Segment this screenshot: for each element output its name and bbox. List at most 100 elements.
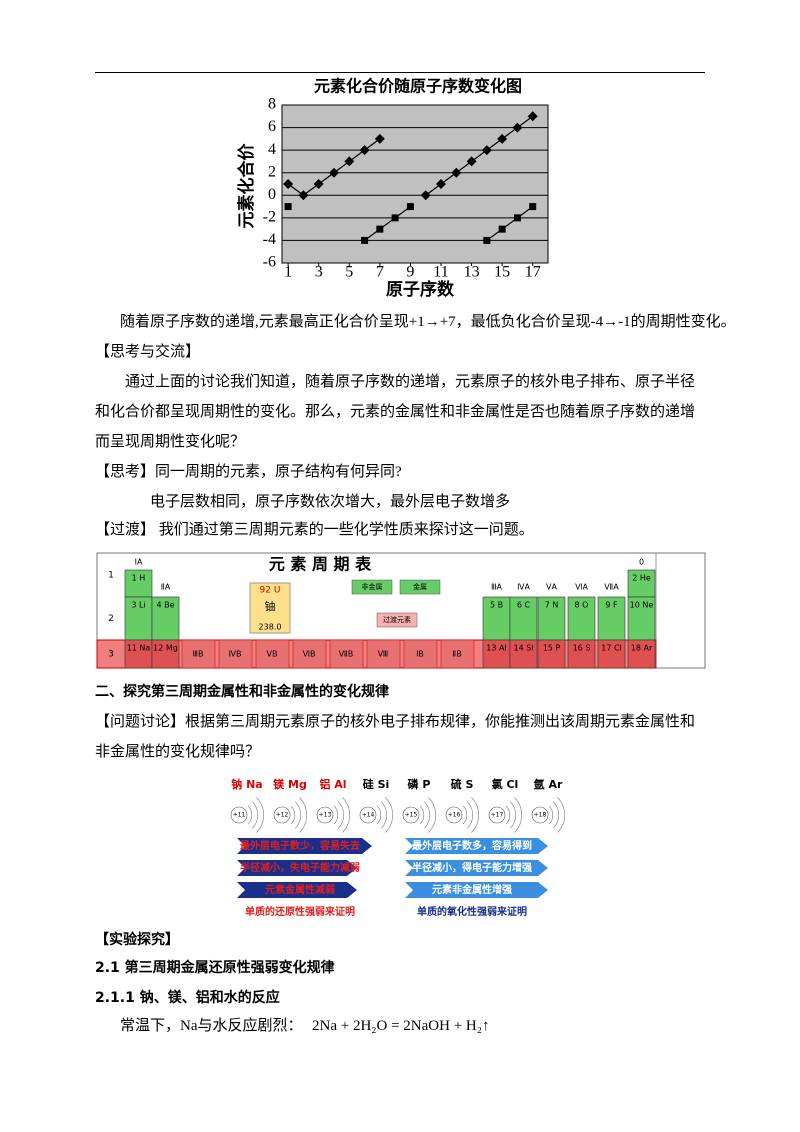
table-title: 元 素 周 期 表 [269, 555, 372, 574]
shell-arc [290, 805, 296, 825]
element-label: 4 Be [156, 601, 174, 610]
shell-arc [557, 797, 565, 833]
element-label: 1 H [132, 574, 146, 583]
trend-arrow [405, 838, 548, 854]
nucleus [316, 806, 334, 824]
element-cell [124, 569, 153, 598]
element-cell [482, 639, 511, 669]
legend-label: 过渡元素 [383, 615, 411, 624]
y-tick-label: 0 [268, 186, 276, 203]
element-label: 9 F [605, 601, 618, 610]
periodic-table: 元 素 周 期 表 1 2 3 1 H 2 He 3 Li 4 Be 5 B 6 C 7 N 8 O 9… [96, 552, 706, 669]
transition-cell [366, 639, 401, 669]
y-tick-label: 8 [268, 96, 276, 113]
shell-arc [252, 801, 258, 829]
nucleus-label: +17 [491, 812, 504, 819]
nucleus [230, 806, 248, 824]
period-number: 2 [108, 614, 114, 624]
marker [391, 214, 399, 222]
element-label: 7 N [545, 601, 559, 610]
marker [374, 133, 385, 144]
shell-arc [462, 805, 468, 825]
element-label: 2 He [632, 574, 651, 583]
legend-label: 非金属 [362, 582, 383, 591]
key-mass: 238.0 [259, 623, 282, 632]
nucleus [445, 806, 463, 824]
transition-group-label: ⅣB [229, 650, 242, 659]
shell-arc [381, 801, 387, 829]
element-cell [509, 596, 538, 641]
marker [529, 203, 537, 211]
paragraph: 【过渡】 我们通过第三周期元素的一些化学性质来探讨这一问题。 [95, 522, 534, 538]
heading: 2.1 第三周期金属还原性强弱变化规律 [95, 960, 335, 976]
transition-cell [403, 639, 438, 669]
x-tick-label: 5 [345, 264, 353, 281]
top-rule [95, 72, 705, 73]
group-label: ⅢA [491, 583, 503, 592]
transition-cell [440, 639, 475, 669]
shell-arc [295, 801, 301, 829]
x-tick-label: 13 [464, 264, 480, 281]
element-label: 15 P [543, 644, 561, 653]
trend-arrow [237, 838, 372, 854]
shell-arc [424, 801, 430, 829]
element-label: 氯 Cl [492, 777, 519, 791]
atom-diagram: 钠 Na +11 镁 Mg +12 铝 Al +13 硅 Si +14 磷 P +15 硫 S +16… [230, 777, 565, 918]
element-label: 10 Ne [630, 601, 654, 610]
period-number: 3 [108, 650, 114, 660]
shell-arc [338, 801, 344, 829]
element-label: 17 Cl [601, 644, 622, 653]
nucleus-label: +12 [276, 812, 289, 819]
trend-text: 单质的氧化性强弱来证明 [417, 905, 527, 918]
paragraph: 通过上面的讨论我们知道，随着原子序数的递增，元素原子的核外电子排布、原子半径和化… [95, 374, 696, 450]
element-label: 12 Mg [153, 644, 178, 653]
element-cell [537, 639, 566, 669]
group-label: ⅣA [517, 583, 530, 592]
element-cell [597, 596, 626, 641]
trend-text: 半径减小，失电子能力减弱 [240, 861, 360, 874]
nucleus-label: +15 [405, 812, 418, 819]
nucleus-label: +16 [448, 812, 461, 819]
element-label: 11 Na [127, 644, 151, 653]
y-tick-label: -6 [263, 254, 276, 271]
transition-cell [329, 639, 364, 669]
element-cell [567, 639, 596, 669]
heading: 【思考与交流】 [95, 344, 201, 360]
nucleus-label: +18 [534, 812, 547, 819]
trend-text: 元素金属性减弱 [265, 883, 335, 896]
marker [361, 236, 369, 244]
x-tick-label: 7 [376, 264, 384, 281]
shell-arc [510, 801, 516, 829]
marker [435, 179, 446, 189]
legend-label: 金属 [413, 582, 427, 591]
marker [451, 167, 462, 178]
x-tick-label: 1 [284, 264, 292, 281]
heading: 2.1.1 钠、镁、铝和水的反应 [95, 990, 280, 1006]
transition-cell [292, 639, 327, 669]
transition-cell [181, 639, 216, 669]
element-label: 镁 Mg [273, 777, 307, 791]
x-tick-label: 11 [433, 264, 448, 281]
transition-group-label: Ⅷ [378, 650, 389, 659]
element-label: 6 C [517, 601, 531, 610]
series-line [364, 206, 534, 241]
key-cell [249, 582, 291, 634]
y-tick-label: -4 [263, 231, 276, 248]
marker [284, 203, 292, 211]
marker [328, 167, 339, 178]
shell-arc [471, 797, 479, 833]
marker [527, 111, 538, 122]
shell-arc [333, 805, 339, 825]
element-label: 硅 Si [363, 777, 390, 791]
legend-box [351, 579, 393, 595]
key-symbol: 92 U [260, 586, 281, 596]
x-tick-label: 15 [494, 264, 510, 281]
transition-group-label: ⅥB [303, 650, 316, 659]
shell-arc [553, 801, 559, 829]
shell-arc [376, 805, 382, 825]
nucleus [488, 806, 506, 824]
nucleus [359, 806, 377, 824]
marker [313, 179, 324, 189]
shell-arc [419, 805, 425, 825]
